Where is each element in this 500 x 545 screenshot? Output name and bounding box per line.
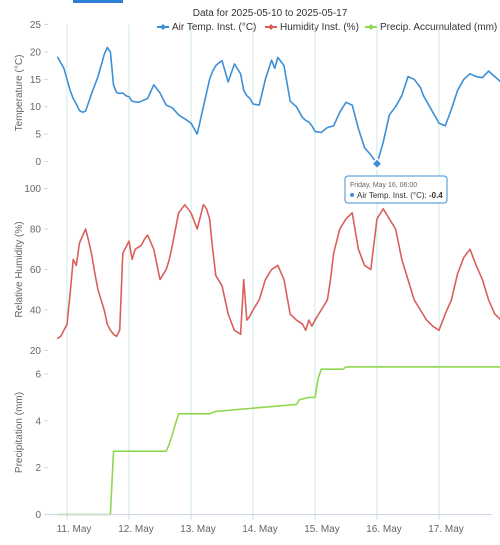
precipitation-y-tick-label: 2 [35,463,41,474]
precipitation-y-tick-label: 0 [35,510,41,521]
tooltip: Friday, May 16, 06:00 Air Temp. Inst. (°… [344,175,448,204]
x-tick-label: 13. May [180,524,216,535]
legend-temperature-label: Air Temp. Inst. (°C) [172,22,256,33]
x-tick-label: 15. May [304,524,340,535]
humidity-y-tick-label: 40 [30,306,42,317]
tooltip-series-label: Air Temp. Inst. (°C): [357,191,427,200]
legend: Air Temp. Inst. (°C) Humidity Inst. (%) … [157,22,497,33]
legend-item-temperature[interactable]: Air Temp. Inst. (°C) [157,22,256,33]
temperature-y-tick-label: 25 [30,20,42,31]
legend-humidity-label: Humidity Inst. (%) [280,22,359,33]
x-tick-label: 16. May [366,524,402,535]
humidity-series-line[interactable] [56,203,500,340]
temperature-y-axis-title: Temperature (°C) [14,55,25,132]
legend-temperature-marker [160,24,166,30]
temperature-series-line[interactable] [56,46,500,165]
legend-item-humidity[interactable]: Humidity Inst. (%) [265,22,359,33]
x-tick-label: 17. May [428,524,464,535]
tooltip-box [344,175,448,204]
temperature-y-tick-label: 15 [30,75,42,86]
tooltip-body: Air Temp. Inst. (°C): -0.4 [357,191,443,200]
tooltip-header: Friday, May 16, 06:00 [350,182,417,189]
precipitation-y-tick-label: 6 [35,369,41,380]
precipitation-y-axis-title: Precipitation (mm) [14,392,25,473]
legend-humidity-marker [268,24,274,30]
legend-item-precipitation[interactable]: Precip. Accumulated (mm) [365,22,497,33]
humidity-y-tick-label: 20 [30,346,42,357]
temperature-y-tick-label: 5 [35,130,41,141]
tooltip-series-dot [350,193,354,197]
humidity-y-axis-title: Relative Humidity (%) [14,221,25,317]
tooltip-value: -0.4 [429,191,443,200]
precipitation-y-tick-label: 4 [35,416,41,427]
x-tick-label: 12. May [118,524,154,535]
humidity-y-tick-label: 60 [30,265,42,276]
chart-title: Data for 2025-05-10 to 2025-05-17 [193,8,348,19]
temperature-y-tick-label: 20 [30,47,42,58]
temperature-hover-marker[interactable] [370,157,384,170]
humidity-y-tick-label: 80 [30,225,42,236]
precipitation-series-line[interactable] [56,366,500,516]
temperature-y-tick-label: 10 [30,102,42,113]
humidity-y-tick-label: 100 [24,184,41,195]
top-tab-indicator [73,0,123,3]
legend-precipitation-marker [368,24,374,30]
temperature-y-tick-label: 0 [35,157,41,168]
x-tick-label: 14. May [242,524,278,535]
x-tick-label: 11. May [57,524,92,535]
